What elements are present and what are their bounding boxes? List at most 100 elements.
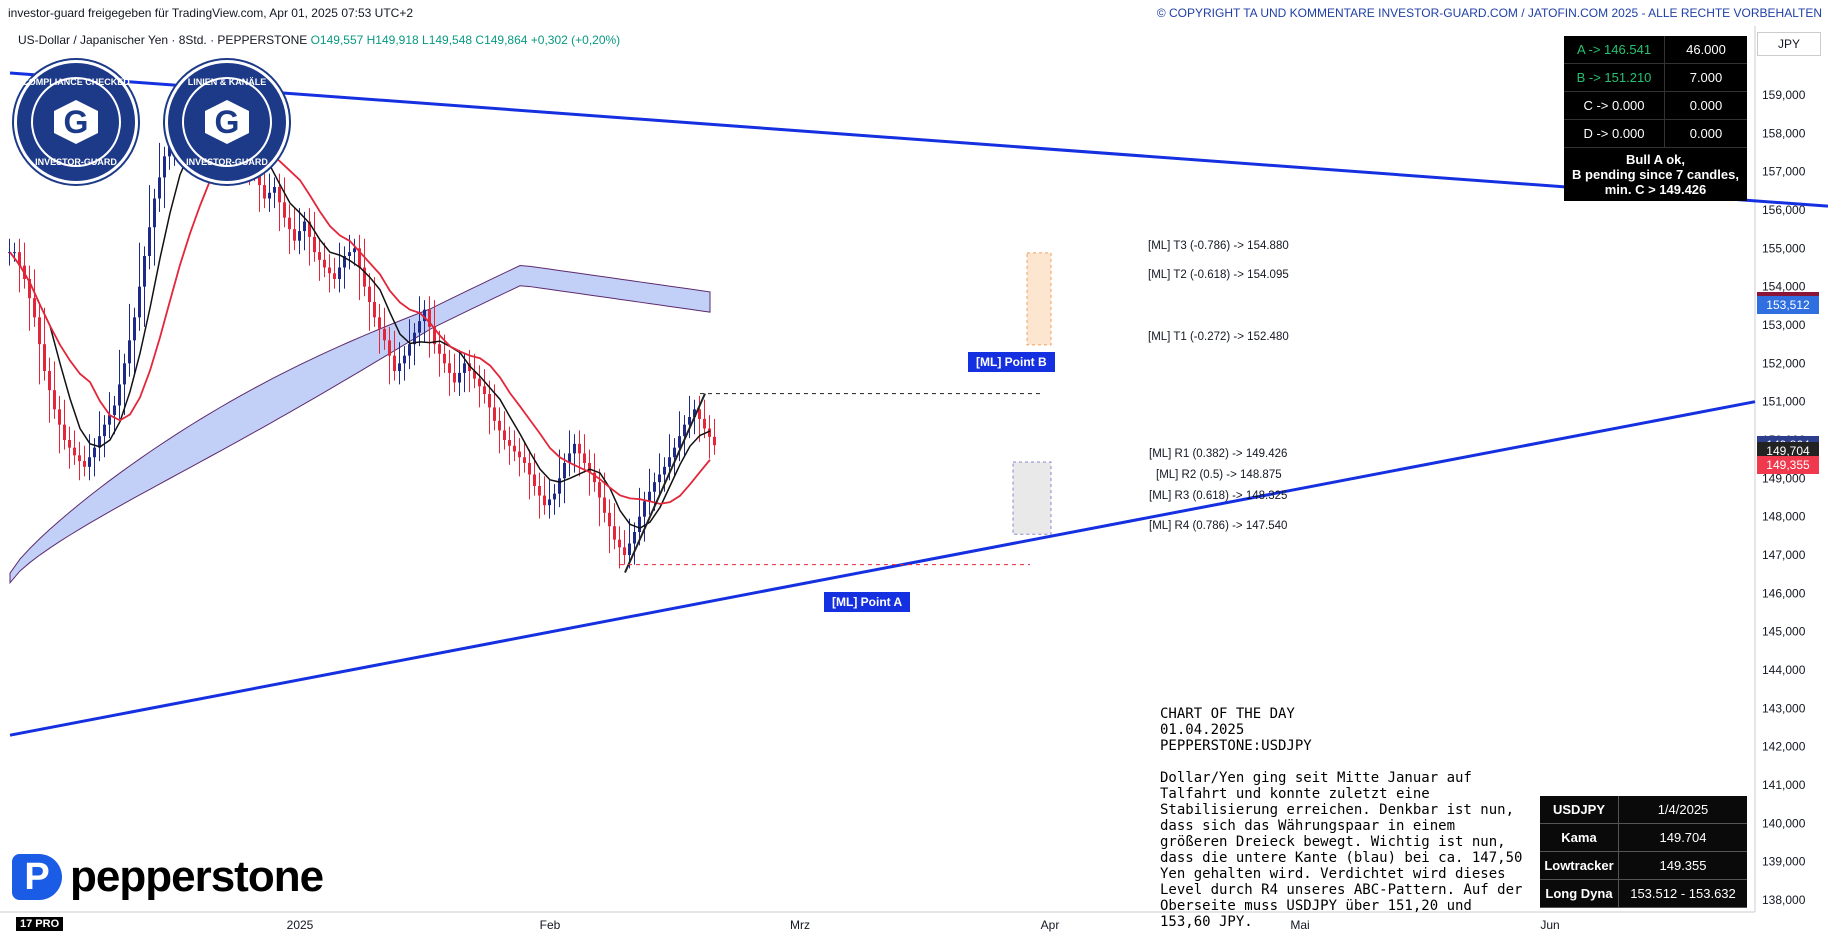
candle	[128, 340, 131, 364]
y-tick-label: 149,000	[1762, 471, 1806, 485]
lowtracker-line	[9, 136, 711, 505]
candle	[88, 457, 91, 467]
candle	[368, 286, 371, 302]
candle	[98, 436, 101, 448]
candle	[403, 355, 406, 364]
signal-table: A -> 146.541 46.000 B -> 151.210 7.000 C -…	[1564, 36, 1747, 201]
y-tick-label: 145,000	[1762, 625, 1806, 639]
info-key: Long Dyna	[1540, 880, 1619, 907]
candle	[583, 453, 586, 463]
candle	[483, 386, 486, 394]
candle	[38, 317, 41, 345]
symbol-ohlc: O149,557 H149,918 L149,548 C149,864 +0,3…	[310, 33, 621, 47]
candle	[338, 267, 341, 279]
y-tick-label: 144,000	[1762, 663, 1806, 677]
candle	[448, 363, 451, 373]
y-tick-label: 147,000	[1762, 548, 1806, 562]
candle	[343, 256, 346, 268]
candle	[153, 198, 156, 228]
candle	[108, 415, 111, 425]
pepperstone-wordmark: pepperstone	[70, 852, 324, 901]
candle	[638, 516, 641, 532]
candle	[643, 501, 646, 517]
candle	[693, 409, 696, 417]
candle	[313, 236, 316, 253]
candle	[348, 252, 351, 256]
signal-key: A -> 146.541	[1564, 36, 1665, 63]
candle	[568, 453, 571, 463]
triangle-lower-line[interactable]	[9, 400, 1756, 737]
ml-level-r2: [ML] R2 (0.5) -> 148.875	[1156, 469, 1282, 481]
candle	[143, 256, 146, 287]
candle	[578, 443, 581, 454]
price-tag: 149,355	[1757, 455, 1819, 474]
candle	[538, 486, 541, 496]
ml-retracement-zone	[1012, 461, 1052, 535]
candle	[593, 472, 596, 483]
candle	[73, 447, 76, 456]
candle	[678, 436, 681, 448]
candle	[393, 355, 396, 371]
candle	[58, 409, 61, 425]
candle	[323, 259, 326, 268]
candle	[358, 248, 361, 268]
y-tick-label: 139,000	[1762, 855, 1806, 869]
ml-target-zone	[1026, 252, 1052, 346]
description-body: Dollar/Yen ging seit Mitte Januar auf Ta…	[1160, 770, 1523, 930]
candle	[473, 371, 476, 379]
lines-channels-badge: LINIEN & KANÄLE G INVESTOR-GUARD	[165, 60, 289, 184]
signal-note: Bull A ok, B pending since 7 candles, mi…	[1572, 152, 1739, 197]
candle	[433, 326, 436, 345]
y-tick-label: 158,000	[1762, 126, 1806, 140]
candle	[498, 420, 501, 431]
candle	[308, 221, 311, 237]
candle	[298, 231, 301, 241]
candle	[48, 371, 51, 391]
candle	[453, 372, 456, 383]
signal-key: B -> 151.210	[1564, 64, 1665, 91]
info-value: 149.355	[1659, 858, 1707, 873]
ml-point-b-label[interactable]: [ML] Point B	[968, 352, 1055, 372]
price-tag: 153,512	[1757, 296, 1819, 315]
candle	[488, 394, 491, 408]
currency-selector[interactable]: JPY	[1757, 32, 1821, 56]
compliance-badge: COMPLIANCE CHECKED G INVESTOR-GUARD	[14, 60, 138, 184]
candle	[78, 455, 81, 462]
ml-level-t1: [ML] T1 (-0.272) -> 152.480	[1148, 331, 1289, 343]
info-key: USDJPY	[1540, 796, 1619, 823]
badge-bottom-text: INVESTOR-GUARD	[35, 157, 117, 167]
badge-top-text: COMPLIANCE CHECKED	[22, 77, 130, 87]
candle	[113, 405, 116, 416]
y-tick-label: 154,000	[1762, 280, 1806, 294]
candle	[333, 273, 336, 279]
x-tick-label: Apr	[1041, 918, 1060, 932]
ml-level-t2: [ML] T2 (-0.618) -> 154.095	[1148, 269, 1289, 281]
y-tick-label: 153,000	[1762, 318, 1806, 332]
signal-key: D -> 0.000	[1564, 120, 1665, 147]
y-tick-label: 138,000	[1762, 893, 1806, 907]
badge-bottom-text: INVESTOR-GUARD	[186, 157, 268, 167]
candle	[273, 187, 276, 193]
candle	[623, 547, 626, 555]
chart-header-left: investor-guard freigegeben für TradingVi…	[8, 6, 414, 20]
candle	[703, 418, 706, 429]
candle	[613, 526, 616, 540]
candle	[93, 447, 96, 458]
candle	[628, 543, 631, 555]
candle	[418, 321, 421, 333]
ml-level-r1: [ML] R1 (0.382) -> 149.426	[1149, 448, 1288, 460]
candle	[588, 463, 591, 473]
candle	[523, 457, 526, 463]
candle	[328, 267, 331, 274]
long-dyna-band	[9, 265, 711, 585]
ml-point-a-label[interactable]: [ML] Point A	[824, 592, 911, 612]
candle	[363, 267, 366, 287]
candle	[288, 217, 291, 230]
triangle-upper-line[interactable]	[9, 71, 1828, 208]
y-tick-label: 148,000	[1762, 510, 1806, 524]
candle	[508, 440, 511, 446]
candle	[33, 298, 36, 318]
candle	[123, 363, 126, 385]
candle	[528, 463, 531, 475]
